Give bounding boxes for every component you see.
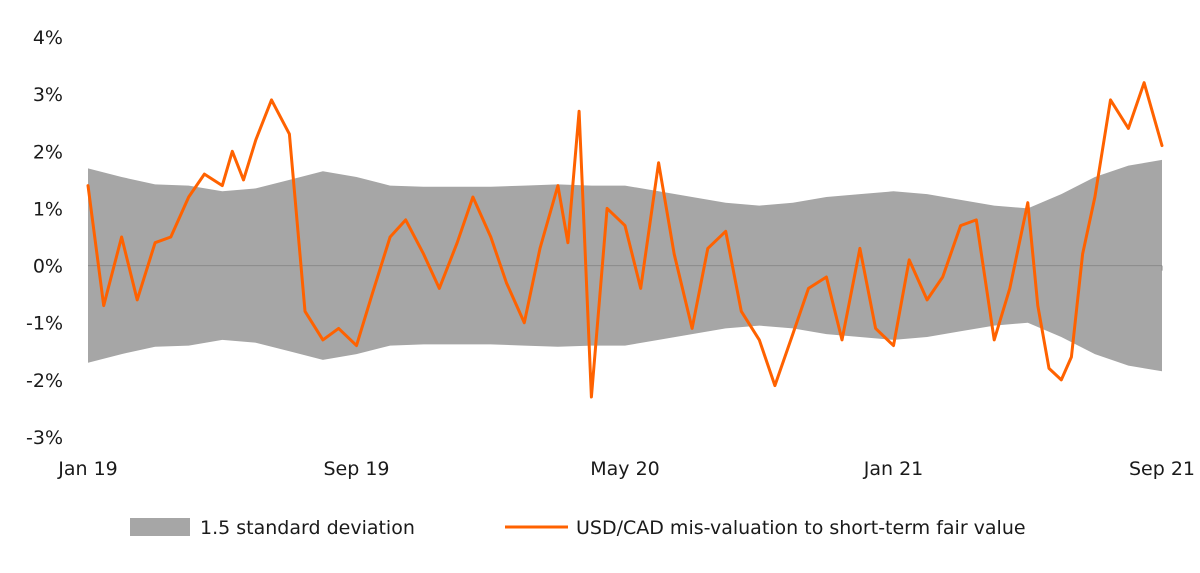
y-tick-label: -2% [26, 370, 63, 392]
legend-swatch-band [130, 518, 190, 536]
x-tick-label: Jan 19 [57, 458, 118, 480]
y-tick-label: -1% [26, 313, 63, 335]
y-tick-labels: 4% 3% 2% 1% 0% -1% -2% -3% [26, 27, 63, 449]
y-tick-label: 0% [33, 256, 63, 278]
x-tick-label: Sep 21 [1129, 458, 1195, 480]
legend-label-line: USD/CAD mis-valuation to short-term fair… [576, 517, 1026, 539]
legend-label-band: 1.5 standard deviation [200, 517, 415, 539]
legend: 1.5 standard deviation USD/CAD mis-valua… [130, 517, 1026, 539]
x-tick-label: Sep 19 [323, 458, 389, 480]
x-tick-label: May 20 [590, 458, 660, 480]
y-tick-label: 3% [33, 84, 63, 106]
line-layer [86, 81, 1164, 399]
y-tick-label: -3% [26, 427, 63, 449]
y-tick-label: 4% [33, 27, 63, 49]
x-tick-labels: Jan 19 Sep 19 May 20 Jan 21 Sep 21 [57, 458, 1195, 480]
x-tick-label: Jan 21 [863, 458, 924, 480]
misvaluation-line [86, 81, 1164, 399]
y-tick-label: 1% [33, 198, 63, 220]
y-tick-label: 2% [33, 141, 63, 163]
